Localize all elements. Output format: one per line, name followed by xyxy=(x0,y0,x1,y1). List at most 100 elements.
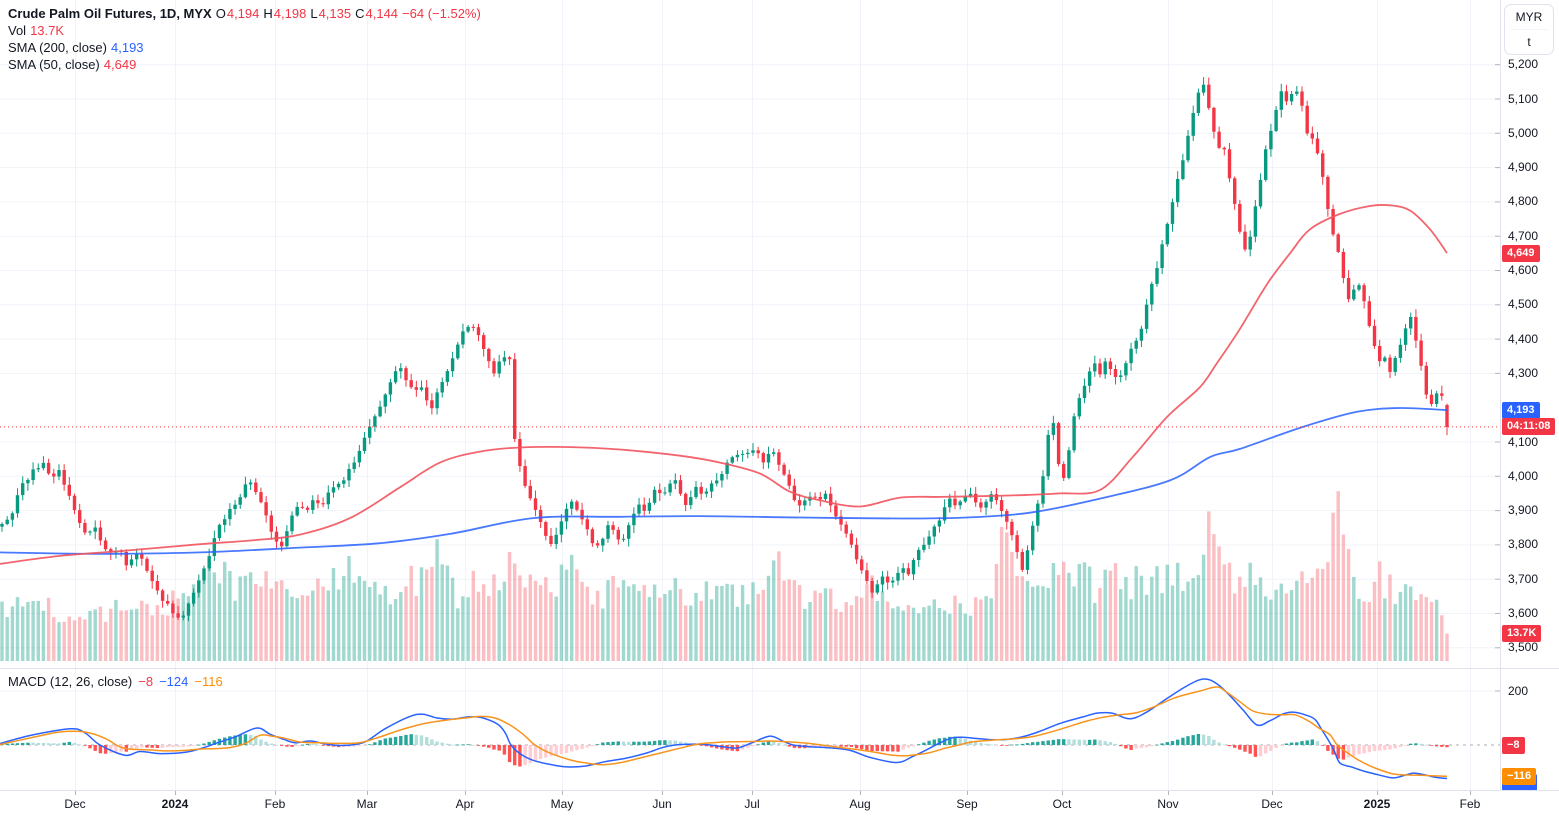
macd-histogram-bar xyxy=(575,745,579,751)
macd-histogram-bar xyxy=(1093,739,1097,745)
candle-body xyxy=(766,453,771,463)
volume-bar xyxy=(1367,602,1371,661)
macd-histogram-bar xyxy=(290,745,294,747)
macd-histogram-bar xyxy=(927,740,931,745)
volume-bar xyxy=(1072,586,1076,661)
macd-histogram-bar xyxy=(932,739,936,745)
macd-histogram-bar xyxy=(321,745,325,746)
macd-histogram-bar xyxy=(404,734,408,745)
candle-body xyxy=(129,559,134,566)
volume-bar xyxy=(357,576,362,661)
chart-canvas[interactable] xyxy=(0,0,1500,790)
volume-bar xyxy=(777,551,781,661)
candle-body xyxy=(554,534,558,544)
candle-body xyxy=(668,483,672,493)
macd-histogram-bar xyxy=(1222,744,1226,746)
candle-body xyxy=(896,572,900,581)
candle-body xyxy=(1062,464,1066,478)
volume-bar xyxy=(1295,580,1299,661)
candle-body xyxy=(487,349,491,362)
unit-button[interactable]: t xyxy=(1527,35,1531,49)
volume-bar xyxy=(155,605,160,661)
volume-bar xyxy=(103,621,108,661)
volume-bar xyxy=(1036,585,1040,661)
time-tick-mark xyxy=(1377,791,1378,795)
sma50-legend-row[interactable]: SMA (50, close) 4,649 xyxy=(8,57,485,74)
volume-bar xyxy=(1331,512,1335,661)
macd-histogram-bar xyxy=(616,741,620,745)
candle-body xyxy=(166,601,170,604)
candle-body xyxy=(942,507,947,521)
price-scale[interactable]: MYR t 5,200 5,100 5,000 4,900 4,800 4,700 4,60… xyxy=(1500,0,1559,790)
volume-bar xyxy=(684,605,688,661)
volume-bar xyxy=(1077,563,1081,661)
candle-body xyxy=(15,495,20,514)
candle-body xyxy=(1015,535,1019,553)
macd-axis-label: 200 xyxy=(1508,683,1529,698)
volume-bar xyxy=(471,570,475,661)
volume-bar xyxy=(637,590,641,661)
macd-histogram-bar xyxy=(922,742,926,745)
volume-bar xyxy=(989,598,993,661)
macd-histogram-bar xyxy=(839,745,843,747)
candle-body xyxy=(1025,550,1030,570)
candle-body xyxy=(378,406,382,417)
volume-bar xyxy=(476,591,481,661)
volume-bar xyxy=(1212,534,1216,661)
macd-histogram-bar xyxy=(564,745,569,754)
currency-button[interactable]: MYR xyxy=(1515,10,1543,24)
volume-bar xyxy=(999,527,1004,661)
candle-body xyxy=(564,508,569,522)
candle-body xyxy=(1072,416,1076,451)
volume-bar xyxy=(1191,578,1195,661)
volume-bar xyxy=(98,606,103,661)
volume-legend-row[interactable]: Vol 13.7K xyxy=(8,23,485,40)
macd-histogram-bar xyxy=(466,744,470,746)
volume-bar xyxy=(1264,596,1268,661)
macd-histogram-bar xyxy=(984,743,988,745)
macd-histogram-bar xyxy=(595,744,600,745)
macd-histogram-bar xyxy=(1134,745,1138,749)
candle-body xyxy=(311,500,315,510)
symbol-legend-row[interactable]: Crude Palm Oil Futures, 1D, MYX O4,194 H4,… xyxy=(8,6,485,23)
candle-body xyxy=(186,603,191,616)
price-axis-label: 4,900 xyxy=(1508,160,1539,175)
macd-histogram-bar xyxy=(1326,745,1330,751)
candle-body xyxy=(352,462,356,469)
macd-histogram-bar xyxy=(570,745,574,752)
macd-histogram-bar xyxy=(891,745,895,752)
candle-body xyxy=(435,392,439,409)
volume-bar xyxy=(166,615,170,661)
candle-body xyxy=(1082,385,1087,399)
macd-histogram-bar xyxy=(901,745,905,750)
volume-bar xyxy=(1222,564,1226,661)
volume-bar xyxy=(1041,586,1045,661)
macd-histogram-bar xyxy=(383,738,387,745)
volume-bar xyxy=(254,584,258,661)
macd-hist-value: −8 xyxy=(138,674,154,689)
sma200-legend-row[interactable]: SMA (200, close) 4,193 xyxy=(8,40,485,57)
candle-body xyxy=(316,500,320,504)
macd-histogram-bar xyxy=(1289,742,1294,745)
volume-bar xyxy=(228,571,232,661)
macd-histogram-bar xyxy=(41,743,46,745)
macd-histogram-bar xyxy=(1440,745,1444,747)
volume-bar xyxy=(533,580,538,661)
volume-bar xyxy=(456,608,460,661)
candle-body xyxy=(580,509,584,520)
candle-body xyxy=(46,462,51,474)
candle-body xyxy=(124,552,128,566)
time-scale[interactable]: Dec 2024 Feb Mar Apr May Jun Jul Aug Sep Oct Nov Dec… xyxy=(0,790,1559,818)
candle-body xyxy=(300,506,305,508)
volume-label: Vol xyxy=(8,23,27,38)
candle-body xyxy=(606,525,610,539)
macd-histogram-bar xyxy=(238,734,242,745)
candle-body xyxy=(999,500,1004,511)
pane-divider[interactable] xyxy=(0,668,1559,669)
macd-legend-row[interactable]: MACD (12, 26, close) −8 −124 −116 xyxy=(8,674,229,689)
macd-histogram-bar xyxy=(1258,745,1263,757)
volume-bar xyxy=(1398,591,1403,661)
macd-histogram-bar xyxy=(1227,745,1232,747)
candle-body xyxy=(217,524,222,539)
macd-histogram-bar xyxy=(150,745,154,748)
